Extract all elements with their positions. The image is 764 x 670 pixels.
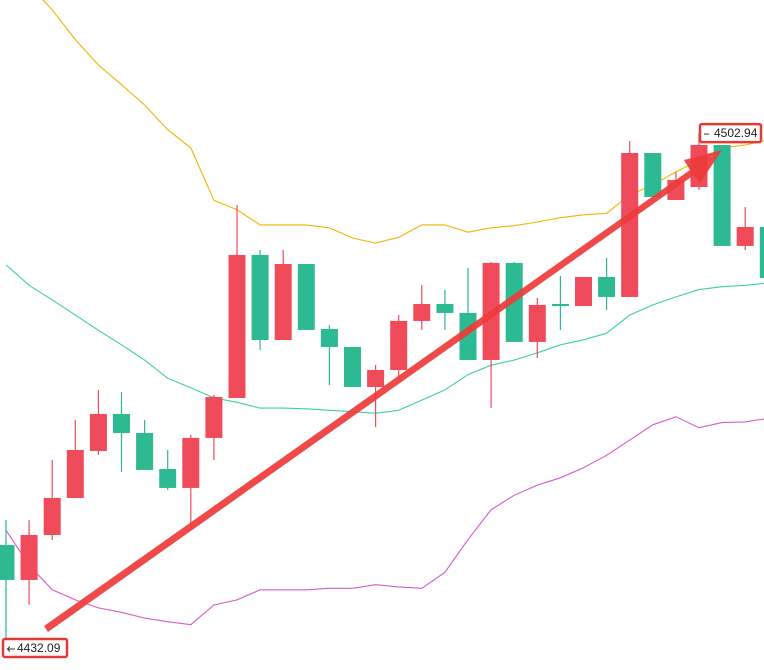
candle-body: [436, 304, 454, 313]
candle-body: [205, 396, 223, 438]
price-label-box: [698, 122, 763, 144]
candle-body: [297, 263, 315, 330]
candle-body: [182, 437, 200, 488]
candle-body: [736, 226, 754, 246]
candle-body: [89, 413, 107, 451]
candle-body: [43, 497, 61, 535]
candle-body: [113, 413, 130, 434]
candles: [0, 133, 764, 648]
price-label: 4502.94: [714, 126, 758, 140]
candle-body: [390, 320, 408, 370]
candle-body: [251, 254, 269, 340]
candle-body: [159, 468, 177, 488]
candle-body: [598, 276, 616, 297]
bands: [5, 0, 764, 626]
candle-body: [621, 152, 639, 297]
candle-body: [344, 346, 361, 387]
candle-body: [759, 226, 764, 278]
candle-body: [644, 152, 662, 197]
band-line: [5, 264, 764, 414]
candle-body: [551, 304, 569, 306]
candle-body: [274, 263, 292, 340]
candle-body: [367, 369, 385, 387]
candle-body: [505, 262, 523, 342]
labels: 4432.09 4502.94: [1, 122, 763, 659]
band-line: [5, 416, 764, 626]
candle-body: [528, 304, 546, 342]
band-line: [42, 0, 764, 244]
trend-arrow: [44, 150, 722, 632]
candle-body: [136, 433, 154, 470]
candle-body: [413, 304, 431, 321]
price-label-box: [1, 637, 69, 659]
candle-body: [0, 544, 15, 580]
candle-body: [713, 144, 731, 246]
candle-body: [228, 254, 246, 398]
price-label-arrow: [6, 646, 15, 652]
candle-body: [20, 534, 38, 580]
price-label: 4432.09: [17, 641, 61, 655]
candle-body: [320, 329, 338, 347]
candle-body: [66, 450, 84, 498]
candle-body: [575, 276, 592, 306]
